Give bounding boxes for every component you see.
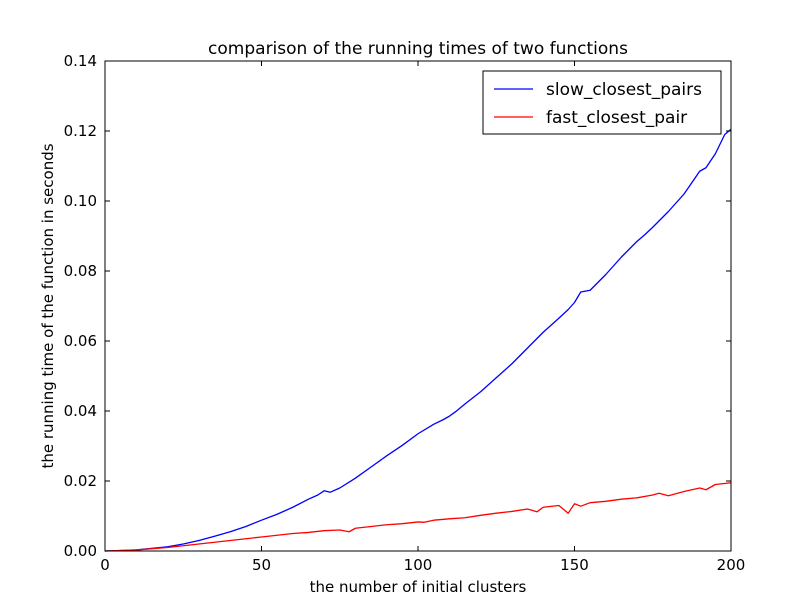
x-axis-ticks: 0 50 100 150 200 [100,61,745,574]
y-axis-ticks: 0.00 0.02 0.04 0.06 0.08 0.10 0.12 0.14 [64,52,731,560]
legend-box [482,70,722,135]
plot-background [105,61,731,551]
y-tick-label: 0.08 [64,262,97,280]
legend-label-slow-closest-pairs: slow_closest_pairs [546,80,702,100]
legend-label-fast-closest-pair: fast_closest_pair [546,108,687,128]
y-tick-label: 0.10 [64,192,97,210]
y-tick-label: 0.14 [64,52,97,70]
y-axis-label: the running time of the function in seco… [39,143,57,468]
series-layer [104,128,732,552]
x-tick-label: 150 [560,556,589,574]
x-axis-label: the number of initial clusters [310,578,527,596]
y-tick-label: 0.02 [64,472,97,490]
y-tick-label: 0.06 [64,332,97,350]
plot-area: 0 50 100 150 200 0.00 0.02 0.04 0.06 0.08 0.10 0.1… [64,52,746,574]
legend: slow_closest_pairs fast_closest_pair [482,70,722,135]
x-tick-label: 200 [717,556,746,574]
series-line-slow-closest-pairs [104,128,732,552]
series-line-fast-closest-pair [104,482,732,552]
chart-title: comparison of the running times of two f… [208,39,628,59]
y-tick-label: 0.04 [64,402,97,420]
y-tick-label: 0.00 [64,542,97,560]
x-tick-label: 0 [100,556,110,574]
y-tick-label: 0.12 [64,122,97,140]
x-tick-label: 50 [252,556,271,574]
x-tick-label: 100 [404,556,433,574]
